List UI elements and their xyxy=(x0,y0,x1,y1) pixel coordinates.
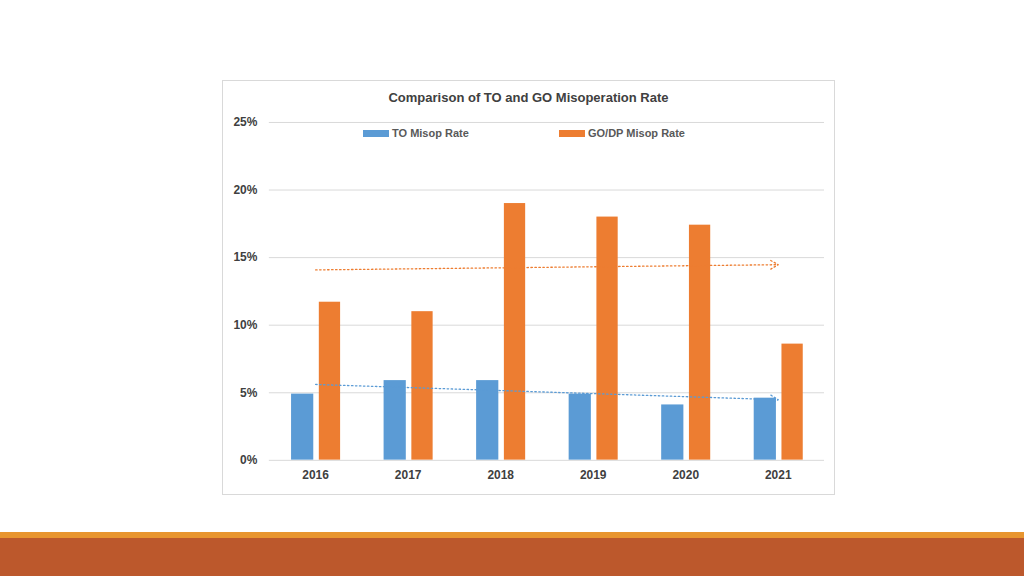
svg-text:15%: 15% xyxy=(233,250,257,264)
svg-text:2017: 2017 xyxy=(395,468,422,482)
svg-text:5%: 5% xyxy=(240,386,258,400)
svg-text:0%: 0% xyxy=(240,453,258,467)
svg-text:2019: 2019 xyxy=(580,468,607,482)
html-text:Comparison of TO and GO Misope: Comparison of TO and GO Misoperation Rat… xyxy=(388,90,669,105)
svg-text:2020: 2020 xyxy=(672,468,699,482)
svg-text:2018: 2018 xyxy=(487,468,514,482)
html-text:GO/DP Misop Rate: GO/DP Misop Rate xyxy=(588,127,685,139)
svg-text:2016: 2016 xyxy=(302,468,329,482)
svg-text:20%: 20% xyxy=(233,183,257,197)
html-text:TO Misop Rate: TO Misop Rate xyxy=(392,127,469,139)
svg-text:25%: 25% xyxy=(233,115,257,129)
svg-text:10%: 10% xyxy=(233,318,257,332)
svg-text:2021: 2021 xyxy=(765,468,792,482)
